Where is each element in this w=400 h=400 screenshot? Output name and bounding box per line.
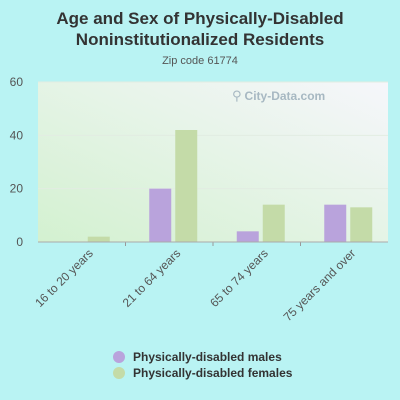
bar-males	[324, 204, 347, 242]
y-tick-label: 40	[10, 128, 24, 142]
magnifier-icon: ⚲	[232, 88, 242, 103]
watermark-text: City-Data.com	[244, 89, 326, 103]
legend-label-males: Physically-disabled males	[133, 350, 282, 364]
legend: Physically-disabled males Physically-dis…	[113, 349, 292, 381]
bar-females	[175, 130, 198, 242]
chart-subtitle: Zip code 61774	[162, 55, 238, 67]
y-tick-label: 60	[10, 75, 24, 89]
bar-males	[149, 188, 172, 242]
bar-males	[236, 231, 259, 242]
legend-swatch-females	[113, 367, 125, 379]
bar-females	[350, 207, 373, 242]
x-tick-label: 65 to 74 years	[207, 246, 271, 310]
legend-item-males: Physically-disabled males	[113, 349, 292, 365]
bar-females	[87, 236, 110, 242]
legend-label-females: Physically-disabled females	[133, 366, 293, 380]
y-tick-label: 20	[10, 182, 24, 196]
legend-item-females: Physically-disabled females	[113, 365, 292, 381]
x-tick-label: 21 to 64 years	[120, 246, 184, 310]
bar-females	[262, 204, 285, 242]
x-tick-label: 75 years and over	[281, 246, 359, 324]
legend-swatch-males	[113, 351, 125, 363]
x-tick-label: 16 to 20 years	[32, 246, 96, 310]
chart-title: Age and Sex of Physically-Disabled Nonin…	[56, 9, 344, 49]
watermark: ⚲ City-Data.com	[232, 88, 325, 104]
y-tick-label: 0	[16, 235, 23, 249]
